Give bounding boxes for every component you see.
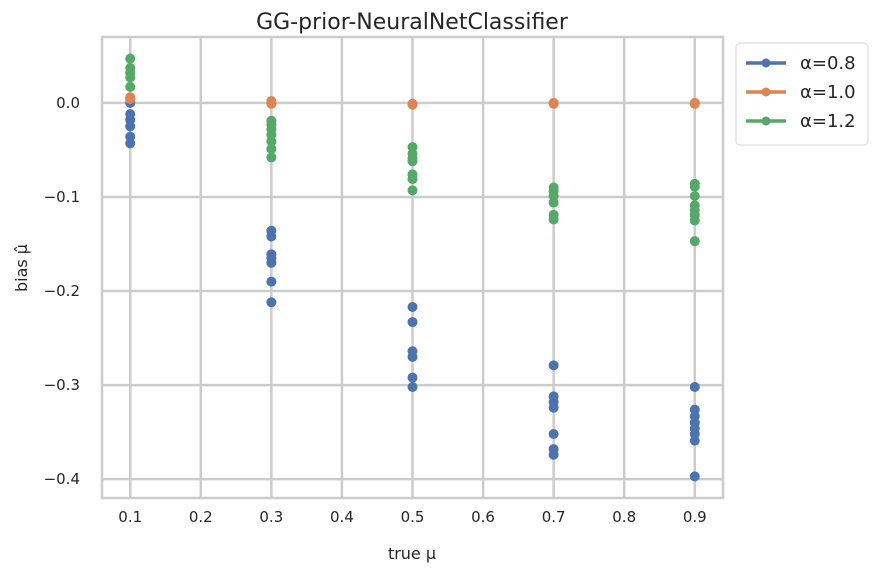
x-axis-label: true μ [388, 544, 436, 563]
scatter-point [689, 381, 700, 392]
legend-label: α=1.2 [800, 111, 856, 132]
legend-marker [761, 87, 771, 97]
x-tick-label: 0.9 [683, 508, 707, 526]
y-tick-label: −0.1 [44, 188, 80, 206]
legend-item: α=0.8 [746, 53, 856, 74]
y-tick-label: −0.3 [44, 376, 80, 394]
legend-item: α=1.0 [746, 82, 856, 103]
scatter-point [548, 449, 559, 460]
x-tick-label: 0.3 [259, 508, 283, 526]
scatter-point [407, 351, 418, 362]
scatter-point [407, 99, 418, 110]
x-tick-label: 0.5 [401, 508, 425, 526]
legend-marker [761, 58, 771, 68]
series-3 [125, 53, 700, 247]
scatter-point [689, 181, 700, 192]
x-tick-label: 0.8 [612, 508, 636, 526]
scatter-point [266, 276, 277, 287]
scatter-point [548, 402, 559, 413]
scatter-point [548, 429, 559, 440]
scatter-point [125, 121, 136, 132]
scatter-point [125, 138, 136, 149]
plot-frame [100, 35, 725, 500]
y-axis-label: bias μ̂ [12, 244, 31, 292]
scatter-point [689, 98, 700, 109]
scatter-point [548, 197, 559, 208]
x-tick-label: 0.4 [330, 508, 354, 526]
scatter-point [407, 372, 418, 383]
scatter-point [689, 215, 700, 226]
scatter-point [266, 98, 277, 109]
legend: α=0.8 α=1.0 α=1.2 [735, 42, 869, 146]
legend-item: α=1.2 [746, 111, 856, 132]
scatter-point [407, 302, 418, 313]
scatter-point [266, 297, 277, 308]
scatter-point [125, 94, 136, 105]
scatter-point [689, 435, 700, 446]
scatter-point [407, 317, 418, 328]
scatter-point [407, 185, 418, 196]
scatter-point [407, 381, 418, 392]
scatter-point [548, 214, 559, 225]
scatter-point [266, 143, 277, 154]
legend-label: α=0.8 [800, 53, 856, 74]
scatter-point [266, 231, 277, 242]
x-tick-label: 0.2 [189, 508, 213, 526]
scatter-point [689, 471, 700, 482]
y-tick-label: −0.2 [44, 282, 80, 300]
y-tick-label: −0.4 [44, 470, 80, 488]
scatter-point [266, 152, 277, 163]
x-tick-labels: 0.1 0.2 0.3 0.4 0.5 0.6 0.7 0.8 0.9 [118, 508, 706, 526]
scatter-point [689, 236, 700, 247]
scatter-point [548, 360, 559, 371]
x-tick-label: 0.6 [471, 508, 495, 526]
x-tick-label: 0.1 [118, 508, 142, 526]
scatter-point [407, 174, 418, 185]
scatter-point [548, 98, 559, 109]
scatter-point [266, 136, 277, 147]
series-2 [125, 92, 700, 110]
scatter-point [407, 156, 418, 167]
y-tick-labels: 0.0 −0.1 −0.2 −0.3 −0.4 [44, 94, 80, 488]
data-points [125, 53, 700, 482]
scatter-point [125, 81, 136, 92]
scatter-point [125, 72, 136, 83]
y-tick-label: 0.0 [56, 94, 80, 112]
series-1 [125, 93, 700, 482]
chart-title: GG-prior-NeuralNetClassifier [256, 10, 569, 35]
scatter-point [125, 53, 136, 64]
legend-marker [761, 116, 771, 126]
scatter-point [689, 190, 700, 201]
scatter-point [266, 257, 277, 268]
legend-label: α=1.0 [800, 82, 856, 103]
x-tick-label: 0.7 [542, 508, 566, 526]
